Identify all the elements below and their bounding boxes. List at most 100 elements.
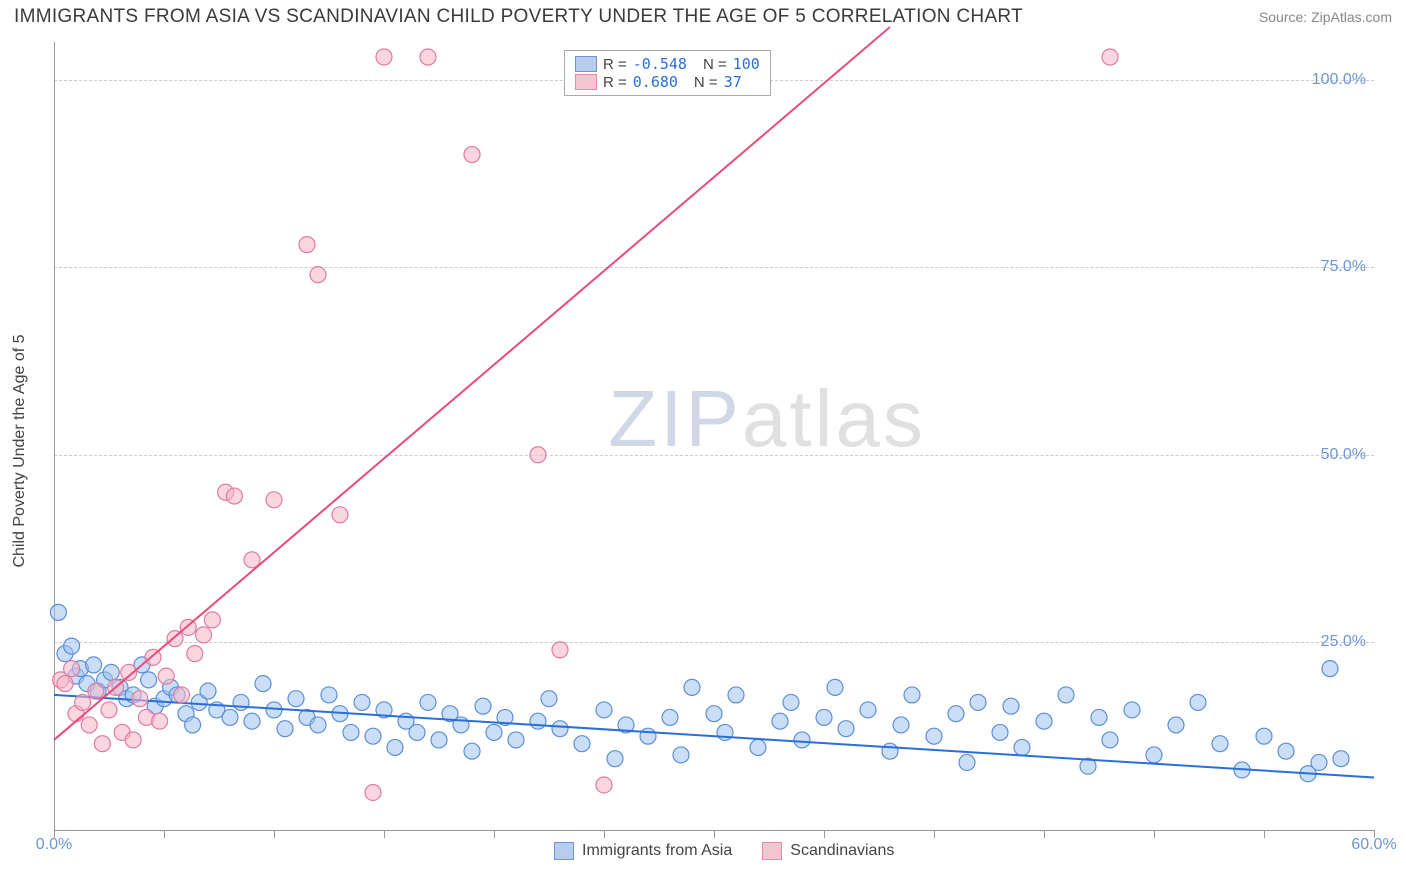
data-point [1036, 713, 1052, 729]
data-point [387, 739, 403, 755]
data-point [1311, 754, 1327, 770]
data-point [1212, 736, 1228, 752]
data-point [1168, 717, 1184, 733]
stats-row: R = -0.548N = 100 [575, 55, 760, 73]
data-point [596, 777, 612, 793]
stats-legend: R = -0.548N = 100R = 0.680 N = 37 [564, 50, 771, 96]
data-point [420, 694, 436, 710]
x-tick [164, 830, 165, 838]
data-point [1333, 751, 1349, 767]
data-point [409, 724, 425, 740]
data-point [860, 702, 876, 718]
regression-line [54, 27, 890, 740]
data-point [64, 661, 80, 677]
data-point [1102, 732, 1118, 748]
data-point [94, 736, 110, 752]
data-point [926, 728, 942, 744]
chart-title: IMMIGRANTS FROM ASIA VS SCANDINAVIAN CHI… [14, 6, 1023, 28]
data-point [103, 664, 119, 680]
data-point [244, 713, 260, 729]
data-point [81, 717, 97, 733]
x-tick [714, 830, 715, 838]
x-tick [384, 830, 385, 838]
data-point [204, 612, 220, 628]
legend-swatch [554, 842, 574, 860]
stat-r-label: R = [603, 74, 627, 91]
data-point [1278, 743, 1294, 759]
legend-label: Scandinavians [790, 842, 894, 860]
data-point [101, 702, 117, 718]
stat-r-value: -0.548 [633, 55, 687, 73]
data-point [376, 49, 392, 65]
source-label: Source: ZipAtlas.com [1259, 9, 1392, 25]
data-point [508, 732, 524, 748]
data-point [530, 713, 546, 729]
plot-area: 25.0%50.0%75.0%100.0%0.0%60.0%ZIPatlasR … [54, 42, 1374, 830]
data-point [882, 743, 898, 759]
stat-n-value: 100 [733, 55, 760, 73]
x-tick [1044, 830, 1045, 838]
y-axis-label: Child Poverty Under the Age of 5 [11, 311, 29, 591]
data-point [1256, 728, 1272, 744]
legend-swatch [575, 56, 597, 72]
x-tick [1264, 830, 1265, 838]
data-point [475, 698, 491, 714]
data-point [662, 709, 678, 725]
data-point [196, 627, 212, 643]
data-point [1146, 747, 1162, 763]
chart-container: Child Poverty Under the Age of 5 25.0%50… [0, 32, 1406, 888]
stat-r-value: 0.680 [633, 73, 678, 91]
data-point [1003, 698, 1019, 714]
plot-svg [54, 42, 1374, 830]
data-point [288, 691, 304, 707]
data-point [310, 267, 326, 283]
data-point [152, 713, 168, 729]
data-point [816, 709, 832, 725]
data-point [343, 724, 359, 740]
data-point [574, 736, 590, 752]
data-point [420, 49, 436, 65]
legend-item: Immigrants from Asia [554, 842, 732, 860]
data-point [1091, 709, 1107, 725]
stat-n-value: 37 [724, 73, 742, 91]
stats-row: R = 0.680 N = 37 [575, 73, 760, 91]
legend-label: Immigrants from Asia [582, 842, 732, 860]
data-point [486, 724, 502, 740]
data-point [1102, 49, 1118, 65]
data-point [904, 687, 920, 703]
data-point [728, 687, 744, 703]
data-point [222, 709, 238, 725]
data-point [57, 676, 73, 692]
x-tick [274, 830, 275, 838]
data-point [552, 721, 568, 737]
data-point [255, 676, 271, 692]
data-point [75, 694, 91, 710]
data-point [321, 687, 337, 703]
data-point [141, 672, 157, 688]
data-point [552, 642, 568, 658]
data-point [174, 687, 190, 703]
data-point [354, 694, 370, 710]
x-tick [824, 830, 825, 838]
data-point [750, 739, 766, 755]
data-point [132, 691, 148, 707]
data-point [1124, 702, 1140, 718]
data-point [959, 754, 975, 770]
data-point [233, 694, 249, 710]
data-point [1058, 687, 1074, 703]
data-point [185, 717, 201, 733]
data-point [772, 713, 788, 729]
data-point [541, 691, 557, 707]
data-point [86, 657, 102, 673]
data-point [684, 679, 700, 695]
data-point [970, 694, 986, 710]
data-point [893, 717, 909, 733]
stat-r-label: R = [603, 56, 627, 73]
data-point [158, 668, 174, 684]
data-point [1322, 661, 1338, 677]
data-point [299, 237, 315, 253]
data-point [530, 447, 546, 463]
x-tick-label: 60.0% [1351, 836, 1396, 854]
stat-n-label: N = [694, 74, 718, 91]
data-point [266, 492, 282, 508]
